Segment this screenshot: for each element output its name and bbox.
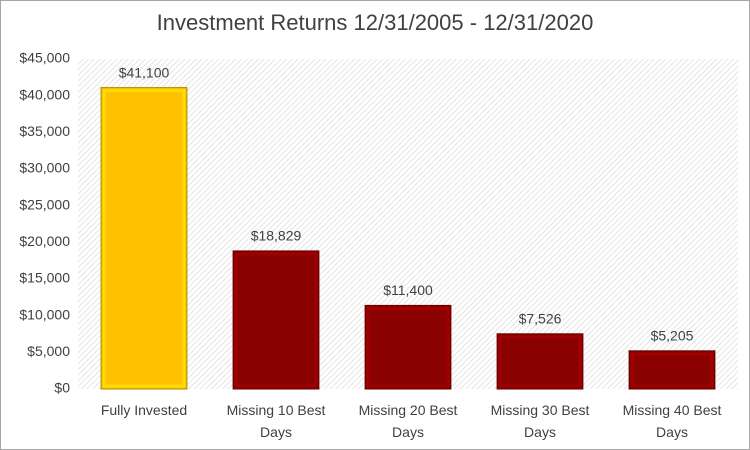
y-tick-label: $0 <box>54 380 70 396</box>
bar-bevel <box>630 352 714 388</box>
y-tick-label: $45,000 <box>19 50 70 66</box>
y-tick-label: $5,000 <box>27 343 70 359</box>
x-tick-label: Missing 40 Best Days <box>622 402 722 440</box>
chart-title: Investment Returns 12/31/2005 - 12/31/20… <box>157 10 594 35</box>
y-tick-label: $15,000 <box>19 270 70 286</box>
y-tick-label: $40,000 <box>19 86 70 102</box>
data-label: $41,100 <box>119 64 170 80</box>
bar-bevel <box>366 306 450 388</box>
y-tick-label: $20,000 <box>19 233 70 249</box>
bar <box>496 333 584 390</box>
y-tick-label: $10,000 <box>19 306 70 322</box>
x-tick-label: Missing 10 Best Days <box>226 402 326 440</box>
bar-bevel <box>498 335 582 388</box>
bar <box>232 250 320 390</box>
y-tick-label: $25,000 <box>19 196 70 212</box>
x-tick-label: Missing 30 Best Days <box>490 402 590 440</box>
bar-bevel <box>234 252 318 388</box>
x-tick-label: Fully Invested <box>100 402 188 418</box>
data-label: $18,829 <box>251 228 302 244</box>
bar <box>364 304 452 390</box>
data-label: $11,400 <box>383 282 433 298</box>
y-tick-label: $35,000 <box>19 123 70 139</box>
bar <box>628 350 716 390</box>
x-tick-label: Missing 20 Best Days <box>358 402 458 440</box>
y-tick-label: $30,000 <box>19 160 70 176</box>
bar <box>100 87 188 390</box>
data-label: $5,205 <box>651 328 694 344</box>
data-label: $7,526 <box>519 311 562 327</box>
bar-bevel <box>102 89 186 388</box>
